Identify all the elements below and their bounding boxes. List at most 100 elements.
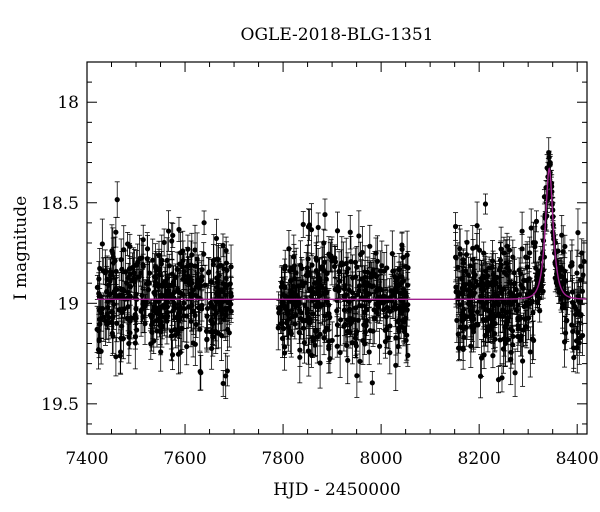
data-point [162, 314, 168, 321]
data-point [315, 224, 321, 231]
data-point [321, 290, 327, 296]
data-point [502, 340, 509, 346]
data-point [169, 352, 176, 358]
data-point [389, 251, 395, 257]
data-point [393, 335, 399, 341]
data-point [176, 317, 182, 323]
data-point [132, 312, 138, 318]
data-point [519, 228, 525, 234]
data-point [211, 257, 217, 263]
data-point [499, 290, 505, 296]
data-point [208, 300, 214, 306]
data-point [150, 319, 156, 325]
data-point [142, 321, 148, 327]
data-point [291, 254, 297, 260]
data-point [492, 330, 498, 337]
data-point [374, 286, 380, 293]
data-point [367, 243, 373, 249]
data-point [301, 340, 308, 346]
data-point [169, 238, 175, 244]
data-point [303, 318, 309, 324]
data-point [303, 272, 309, 278]
data-point [577, 312, 584, 319]
data-point [312, 328, 319, 334]
data-point [326, 302, 332, 308]
data-point [192, 263, 198, 269]
data-point [575, 230, 581, 236]
data-point [396, 326, 402, 332]
data-point [226, 330, 232, 336]
data-point [580, 272, 586, 278]
data-point [547, 160, 553, 166]
data-point [184, 277, 190, 283]
data-point [515, 322, 521, 329]
data-point [134, 327, 140, 333]
x-tick-label: 8400 [556, 449, 599, 469]
data-point [197, 368, 203, 375]
data-point [357, 358, 363, 364]
data-point [323, 325, 330, 331]
data-point [129, 265, 136, 271]
data-point [223, 373, 229, 379]
data-point [468, 308, 474, 314]
data-point [213, 235, 220, 242]
data-point [562, 330, 569, 336]
plot-frame [86, 61, 588, 435]
data-point [579, 250, 585, 256]
data-point [465, 301, 471, 307]
data-point [504, 315, 511, 321]
data-point [133, 262, 140, 268]
data-point [519, 284, 525, 291]
data-point [158, 292, 164, 298]
data-point [113, 229, 119, 235]
data-point [474, 244, 480, 250]
data-point [181, 305, 187, 312]
x-axis-label: HJD - 2450000 [273, 480, 401, 500]
data-point [104, 321, 110, 327]
data-point [180, 264, 186, 270]
data-point [502, 324, 508, 330]
axis-ticks [86, 61, 587, 434]
data-point [288, 331, 294, 337]
data-point [184, 343, 190, 350]
data-point [170, 232, 176, 239]
data-point [474, 223, 480, 229]
data-point [309, 262, 315, 268]
data-point [473, 322, 479, 328]
data-point [223, 312, 229, 318]
data-point [165, 228, 172, 234]
data-point [359, 303, 365, 309]
data-point [96, 338, 102, 344]
data-point [164, 299, 171, 305]
data-point [361, 309, 368, 315]
data-point [175, 286, 181, 292]
data-point [121, 247, 127, 253]
data-point [517, 291, 523, 298]
data-point [578, 263, 584, 269]
data-point [315, 290, 322, 296]
data-point [478, 355, 485, 361]
data-point [382, 327, 388, 333]
data-point [99, 241, 105, 247]
data-point [119, 292, 125, 298]
data-point [169, 271, 175, 277]
data-point [214, 330, 220, 336]
data-point [127, 330, 133, 336]
data-point [535, 298, 541, 305]
data-point [493, 293, 500, 300]
data-point [124, 241, 131, 247]
data-point [223, 284, 229, 290]
data-point [310, 334, 316, 341]
data-point [490, 321, 497, 327]
data-point [487, 315, 493, 322]
data-point [180, 291, 186, 298]
data-point [365, 290, 371, 297]
data-point [528, 225, 534, 231]
data-point [452, 254, 459, 260]
data-point [397, 290, 403, 296]
data-point [567, 263, 574, 269]
data-point [348, 259, 354, 265]
data-point [139, 307, 145, 313]
data-point [224, 267, 230, 273]
data-point [546, 149, 552, 156]
